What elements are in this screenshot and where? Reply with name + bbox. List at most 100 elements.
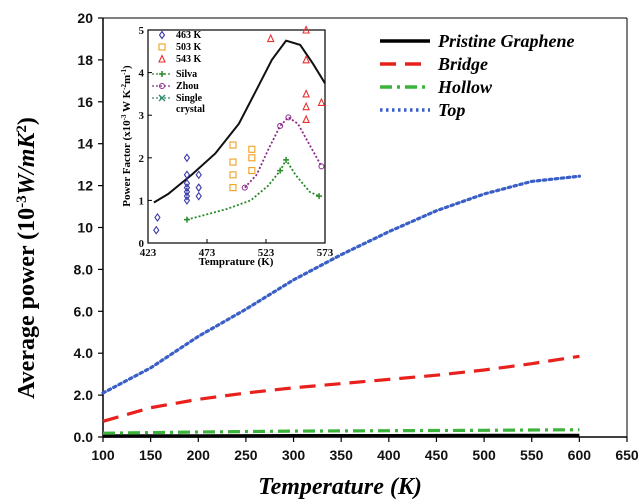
x-tick-label: 400: [377, 447, 401, 463]
inset-silva-marker: [316, 193, 323, 200]
x-tick-label: 200: [187, 447, 211, 463]
inset-y-title-pre: Power Factor (x10: [121, 120, 133, 207]
y-axis-title-unit: W/mK: [14, 131, 40, 196]
inset-x-ticks: 423 473 523 573: [140, 239, 334, 259]
inset-legend-label: Zhou: [176, 81, 199, 92]
inset-legend-label: Silva: [176, 69, 197, 80]
legend-label: Top: [438, 100, 465, 120]
inset-y-title-e1: -3: [120, 114, 128, 120]
main-x-ticks: 100 150 200 250 300 350 400 450 500 550 600 650: [91, 437, 639, 463]
y-tick-label: 16: [77, 94, 93, 110]
inset-legend-label: 503 K: [176, 42, 202, 53]
inset-y-tick-label: 5: [139, 25, 145, 37]
inset-point-543k: [302, 101, 310, 111]
inset-y-axis-title: Power Factor (x10-3 W K-2m-1): [120, 65, 133, 207]
inset-y-tick-label: 1: [139, 195, 145, 207]
legend-label: Hollow: [437, 77, 493, 97]
inset-point-503k: [229, 184, 237, 192]
inset-x-axis-title: Temprature (K): [199, 256, 274, 268]
x-tick-label: 550: [520, 447, 544, 463]
inset-legend-label: 463 K: [176, 30, 202, 41]
inset-y-title-e3: -1: [120, 68, 128, 74]
inset-y-tick-label: 0: [139, 238, 145, 250]
inset-point-503k: [248, 154, 256, 162]
inset-y-title-m: m: [121, 75, 133, 84]
inset-y-title-post: ): [121, 65, 133, 69]
inset-point-543k: [302, 89, 310, 98]
inset-legend-label: 543 K: [176, 54, 202, 65]
inset-point-463k: [183, 153, 191, 163]
inset-zhou-marker: [318, 163, 325, 170]
series-line-hollow: [102, 428, 580, 435]
inset-legend-marker: [158, 43, 166, 51]
inset-zhou-marker: [285, 114, 292, 121]
inset-point-543k: [302, 55, 310, 64]
inset-point-463k: [183, 170, 191, 180]
x-tick-label: 150: [139, 447, 163, 463]
inset-point-463k: [183, 178, 191, 188]
inset-point-503k: [229, 171, 237, 179]
inset-legend-marker: [158, 30, 166, 40]
inset-y-tick-label: 2: [139, 153, 145, 165]
y-tick-label: 12: [77, 178, 93, 194]
inset-legend-x: [158, 94, 166, 102]
x-tick-label: 650: [615, 447, 639, 463]
inset-y-tick-label: 4: [139, 68, 145, 80]
inset-point-463k: [183, 195, 191, 205]
inset-x-tick-label: 523: [258, 247, 275, 259]
inset-legend-marker: [158, 54, 166, 63]
inset-point-463k: [183, 187, 191, 197]
y-tick-label: 4.0: [74, 345, 94, 361]
legend-label: Bridge: [437, 54, 488, 74]
inset-point-463k: [195, 170, 202, 180]
inset-point-463k: [183, 183, 191, 193]
inset-point-503k: [229, 141, 237, 149]
inset-x-tick-label: 473: [199, 247, 216, 259]
y-tick-label: 2.0: [74, 387, 94, 403]
inset-legend-label: Single: [176, 93, 203, 104]
inset-y-title-e2: -2: [120, 84, 128, 90]
inset-point-463k: [154, 212, 161, 222]
main-y-ticks: 0.0 2.0 4.0 6.0 8.0 10 12 14 16 18 20: [74, 10, 103, 445]
inset-line-zhou: [244, 116, 323, 189]
x-axis-title: Temperature (K): [258, 474, 422, 500]
x-tick-label: 600: [568, 447, 592, 463]
inset-point-543k: [266, 33, 275, 43]
inset-point-503k: [229, 158, 237, 166]
inset-silva-marker: [283, 156, 290, 163]
main-series-group: [101, 174, 582, 438]
inset-point-543k: [317, 97, 326, 106]
inset-y-tick-label: 3: [139, 110, 145, 122]
y-tick-label: 10: [77, 220, 93, 236]
main-legend: Pristine Graphene Bridge Hollow Top: [380, 31, 575, 120]
inset-line-series: [153, 39, 326, 223]
inset-point-463k: [195, 183, 202, 193]
inset-x-tick-label: 573: [317, 247, 334, 259]
y-axis-title-exp1: -3: [14, 195, 30, 208]
y-tick-label: 8.0: [74, 261, 94, 277]
x-tick-label: 350: [330, 447, 354, 463]
y-tick-label: 6.0: [74, 303, 94, 319]
inset-legend-circle: [159, 83, 165, 89]
inset-frame: [147, 29, 326, 244]
x-tick-label: 250: [234, 447, 258, 463]
y-tick-label: 14: [77, 136, 93, 152]
inset-zhou-marker: [277, 122, 284, 129]
x-tick-label: 300: [282, 447, 306, 463]
x-tick-label: 450: [425, 447, 449, 463]
series-line-top: [101, 174, 582, 395]
inset-point-503k: [248, 145, 256, 153]
inset-zhou-marker: [241, 184, 248, 191]
inset-point-463k: [195, 191, 202, 201]
x-tick-label: 500: [472, 447, 496, 463]
inset-silva-marker: [277, 167, 284, 174]
y-tick-label: 0.0: [74, 429, 94, 445]
y-tick-label: 18: [77, 52, 93, 68]
inset-y-ticks: 0 1 2 3 4 5: [139, 25, 152, 250]
inset-line-silva: [186, 158, 320, 221]
inset-point-463k: [183, 191, 191, 201]
legend-label: Pristine Graphene: [437, 31, 575, 51]
series-line-pristine-graphene: [103, 433, 580, 438]
